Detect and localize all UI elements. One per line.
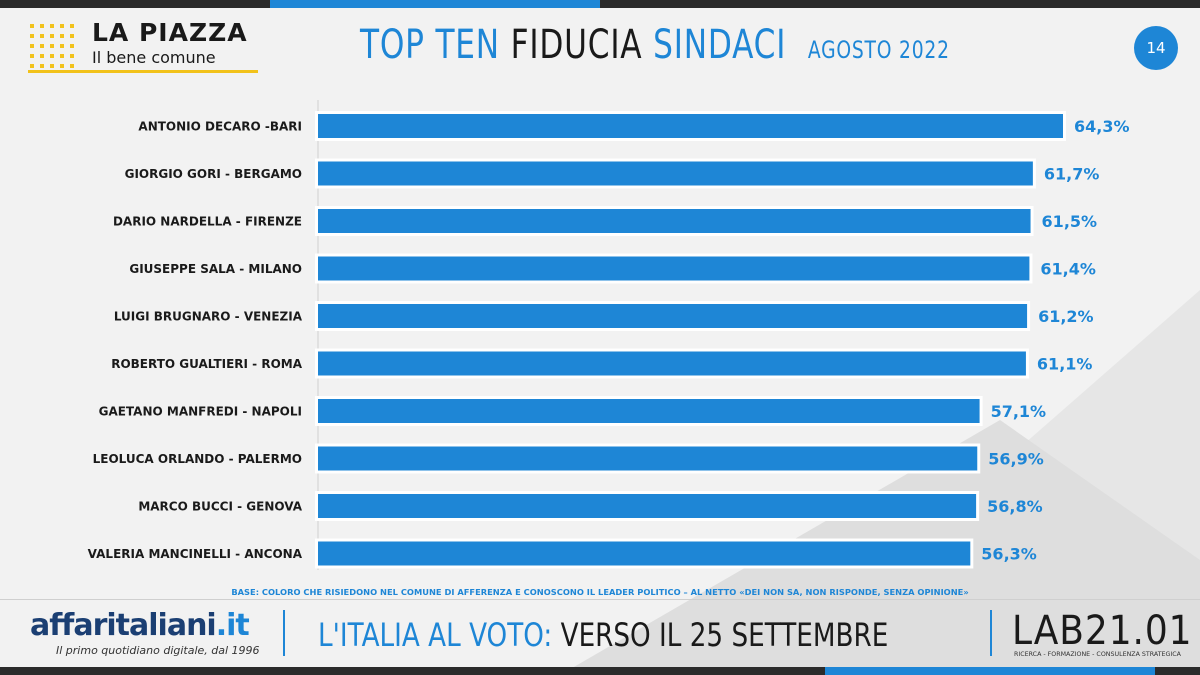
bar [318, 351, 1026, 376]
category-label: LEOLUCA ORLANDO - PALERMO [93, 452, 302, 466]
logo-dot [50, 34, 54, 38]
logo-dot [50, 64, 54, 68]
logo-dot [30, 24, 34, 28]
brand-domain: .it [215, 608, 250, 643]
brand-name: affaritaliani [30, 608, 217, 643]
logo-dot [60, 54, 64, 58]
logo-dot [40, 54, 44, 58]
bar [318, 304, 1028, 328]
category-label: GAETANO MANFREDI - NAPOLI [99, 405, 302, 419]
logo-dot [40, 34, 44, 38]
logo-dot [30, 64, 34, 68]
logo-dot [50, 44, 54, 48]
logo-dot [70, 34, 74, 38]
category-label: VALERIA MANCINELLI - ANCONA [88, 547, 303, 561]
category-label: ROBERTO GUALTIERI - ROMA [111, 357, 302, 371]
logo-title: LA PIAZZA [92, 18, 248, 47]
affaritaliani-logo: affaritaliani.it [30, 608, 250, 643]
logo-dot [30, 54, 34, 58]
bar [318, 446, 978, 471]
title-date: AGOSTO 2022 [807, 36, 950, 64]
logo-dot [70, 54, 74, 58]
logo-dot [70, 24, 74, 28]
logo-dots-icon [30, 24, 76, 68]
bar [318, 256, 1030, 281]
logo-dot [70, 44, 74, 48]
value-label: 61,2% [1038, 307, 1094, 326]
logo-dot [60, 24, 64, 28]
lab-tagline: RICERCA - FORMAZIONE - CONSULENZA STRATE… [1014, 651, 1181, 658]
value-label: 61,5% [1042, 212, 1098, 231]
logo-dot [40, 24, 44, 28]
logo-subtitle: Il bene comune [92, 48, 216, 67]
category-label: MARCO BUCCI - GENOVA [138, 500, 302, 514]
title-part-top-ten: TOP TEN [360, 22, 500, 68]
logo-dot [40, 44, 44, 48]
title-part-sindaci: SINDACI [653, 22, 787, 68]
value-label: 61,4% [1040, 260, 1096, 279]
bar [318, 161, 1033, 186]
value-label: 56,8% [987, 497, 1043, 516]
footer-slogan: L'ITALIA AL VOTO: VERSO IL 25 SETTEMBRE [318, 616, 888, 654]
brand-tagline: Il primo quotidiano digitale, dal 1996 [56, 644, 260, 657]
logo-dot [40, 64, 44, 68]
logo-dot [30, 34, 34, 38]
slogan-part-verso: VERSO IL 25 SETTEMBRE [560, 616, 889, 654]
top-bar-accent [270, 0, 600, 8]
footer-divider [0, 599, 1200, 600]
bar-chart: ANTONIO DECARO -BARI 64,3% GIORGIO GORI - … [88, 100, 1130, 570]
top-bar [0, 0, 1200, 8]
slogan-part-italia: L'ITALIA AL VOTO: [318, 616, 553, 654]
value-label: 64,3% [1074, 117, 1130, 136]
value-label: 56,3% [981, 545, 1037, 564]
base-note: BASE: COLORO CHE RISIEDONO NEL COMUNE DI… [231, 587, 969, 597]
logo-dot [70, 64, 74, 68]
value-label: 61,1% [1037, 355, 1093, 374]
logo-dot [50, 24, 54, 28]
category-label: ANTONIO DECARO -BARI [138, 120, 302, 134]
footer-separator-right [990, 610, 992, 656]
bar [318, 494, 977, 518]
bar [318, 209, 1031, 233]
category-label: GIORGIO GORI - BERGAMO [125, 167, 302, 181]
logo-dot [50, 54, 54, 58]
bar [318, 399, 980, 423]
logo-dot [30, 44, 34, 48]
logo-dot [60, 64, 64, 68]
bottom-bar [0, 667, 1200, 675]
page-number-badge: 14 [1134, 26, 1178, 70]
value-label: 57,1% [991, 402, 1047, 421]
bar [318, 541, 971, 566]
category-label: GIUSEPPE SALA - MILANO [129, 262, 302, 276]
category-label: LUIGI BRUGNARO - VENEZIA [114, 310, 303, 324]
lab-logo: LAB21.01 [1012, 608, 1193, 654]
logo-dot [60, 44, 64, 48]
bottom-bar-accent [825, 667, 1155, 675]
page-title: TOP TEN FIDUCIA SINDACI AGOSTO 2022 [360, 22, 950, 68]
logo-underline [28, 70, 258, 73]
value-label: 56,9% [988, 450, 1044, 469]
bar [318, 114, 1063, 138]
title-part-fiducia: FIDUCIA [510, 22, 643, 68]
category-label: DARIO NARDELLA - FIRENZE [113, 215, 302, 229]
value-label: 61,7% [1044, 165, 1100, 184]
footer-separator-left [283, 610, 285, 656]
logo-dot [60, 34, 64, 38]
